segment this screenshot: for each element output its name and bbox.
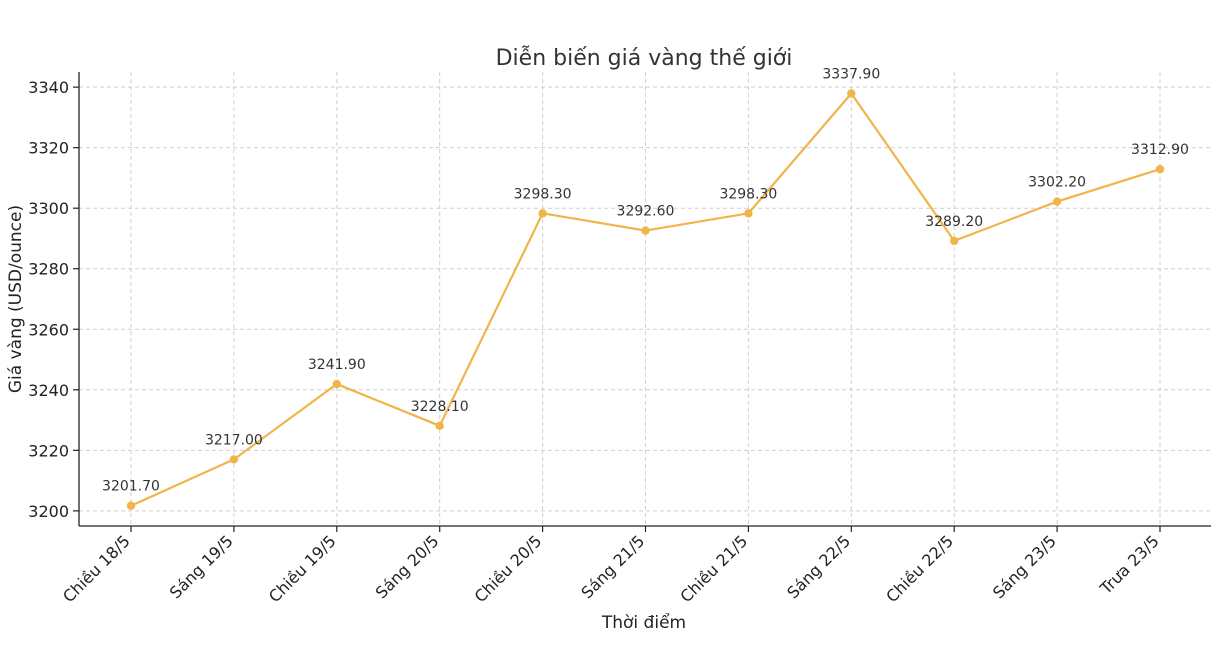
data-point	[538, 209, 547, 218]
x-tick-label: Trưa 23/5	[1096, 531, 1163, 598]
data-label: 3302.20	[1028, 175, 1086, 191]
chart-title: Diễn biến giá vàng thế giới	[496, 45, 793, 71]
grid-lines	[79, 72, 1211, 526]
data-point	[950, 236, 959, 246]
series	[126, 89, 1165, 510]
x-tick-label: Sáng 21/5	[577, 531, 648, 602]
data-label: 3312.90	[1131, 142, 1189, 158]
data-label: 3228.10	[411, 399, 469, 415]
data-label: 3289.20	[925, 214, 983, 230]
data-point	[847, 89, 856, 98]
tick-labels: 3200 3220 3240 3260 3280 3300 3320 3340 Chiều 18…	[28, 78, 1163, 606]
x-tick-label: Sáng 20/5	[372, 531, 443, 602]
x-tick-label: Chiều 22/5	[882, 531, 957, 606]
y-tick-label: 3240	[28, 381, 69, 400]
x-tick-label: Chiều 20/5	[471, 531, 546, 606]
x-tick-label: Sáng 23/5	[989, 531, 1060, 602]
data-point	[1155, 164, 1165, 174]
y-tick-label: 3220	[28, 441, 69, 460]
data-point	[435, 421, 444, 431]
data-point	[332, 379, 341, 389]
y-tick-label: 3320	[28, 139, 69, 158]
data-point	[126, 501, 136, 510]
data-point	[1052, 197, 1062, 206]
x-tick-label: Sáng 19/5	[166, 531, 237, 602]
y-axis-label: Giá vàng (USD/ounce)	[6, 205, 26, 393]
data-label: 3241.90	[308, 357, 366, 373]
data-point	[641, 226, 650, 235]
y-tick-label: 3260	[28, 320, 69, 339]
y-tick-label: 3300	[28, 199, 69, 218]
x-tick-label: Chiều 21/5	[676, 531, 751, 606]
x-tick-label: Chiều 18/5	[59, 531, 134, 606]
data-point	[229, 455, 239, 464]
data-label: 3217.00	[205, 432, 263, 448]
axes	[73, 72, 1211, 532]
x-tick-label: Sáng 22/5	[783, 531, 854, 602]
data-label: 3292.60	[617, 204, 675, 220]
x-tick-label: Chiều 19/5	[265, 531, 340, 606]
data-label: 3298.30	[514, 186, 572, 202]
y-tick-label: 3340	[28, 78, 69, 97]
y-tick-label: 3200	[28, 502, 69, 521]
x-axis-label: Thời điểm	[601, 612, 686, 633]
data-labels: 3201.70 3217.00 3241.90 3228.10 3298.30 3292.…	[102, 66, 1189, 494]
data-label: 3298.30	[719, 186, 777, 202]
data-label: 3337.90	[822, 66, 880, 82]
data-label: 3201.70	[102, 479, 160, 495]
y-tick-label: 3280	[28, 260, 69, 279]
data-point	[744, 209, 753, 218]
